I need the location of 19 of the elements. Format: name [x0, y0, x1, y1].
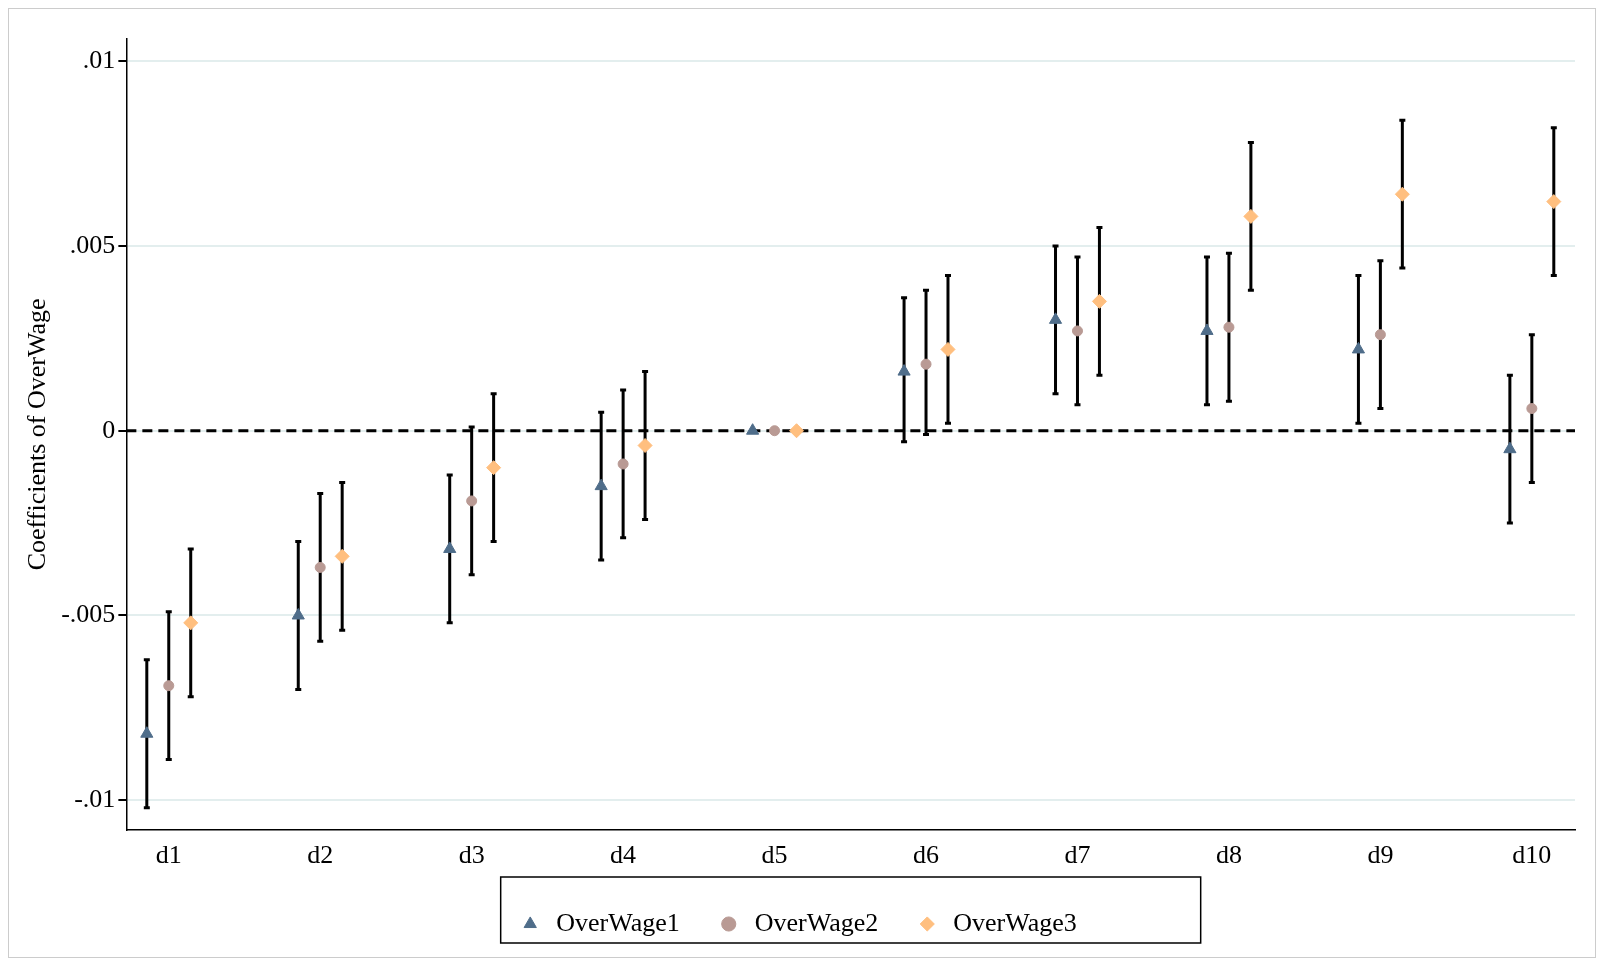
x-tick-label: d1 [155, 840, 182, 870]
y-tick-label: -.01 [74, 784, 116, 814]
x-tick-label: d5 [761, 840, 788, 870]
legend-label: OverWage2 [754, 907, 879, 937]
legend-label: OverWage3 [953, 907, 1077, 937]
y-tick-label: 0 [102, 414, 116, 444]
y-tick-label: .005 [69, 229, 116, 259]
x-tick-label: d2 [307, 840, 334, 870]
x-tick-label: d6 [913, 840, 940, 870]
legend-label: OverWage1 [556, 907, 680, 937]
y-tick-label: -.005 [61, 599, 116, 629]
x-tick-label: d7 [1064, 840, 1091, 870]
y-axis-title: Coefficients of OverWage [22, 298, 52, 571]
x-tick-label: d3 [458, 840, 485, 870]
x-tick-label: d9 [1367, 840, 1394, 870]
x-tick-label: d8 [1215, 840, 1242, 870]
x-tick-label: d10 [1512, 840, 1552, 870]
x-tick-label: d4 [610, 840, 637, 870]
y-tick-label: .01 [82, 45, 116, 74]
